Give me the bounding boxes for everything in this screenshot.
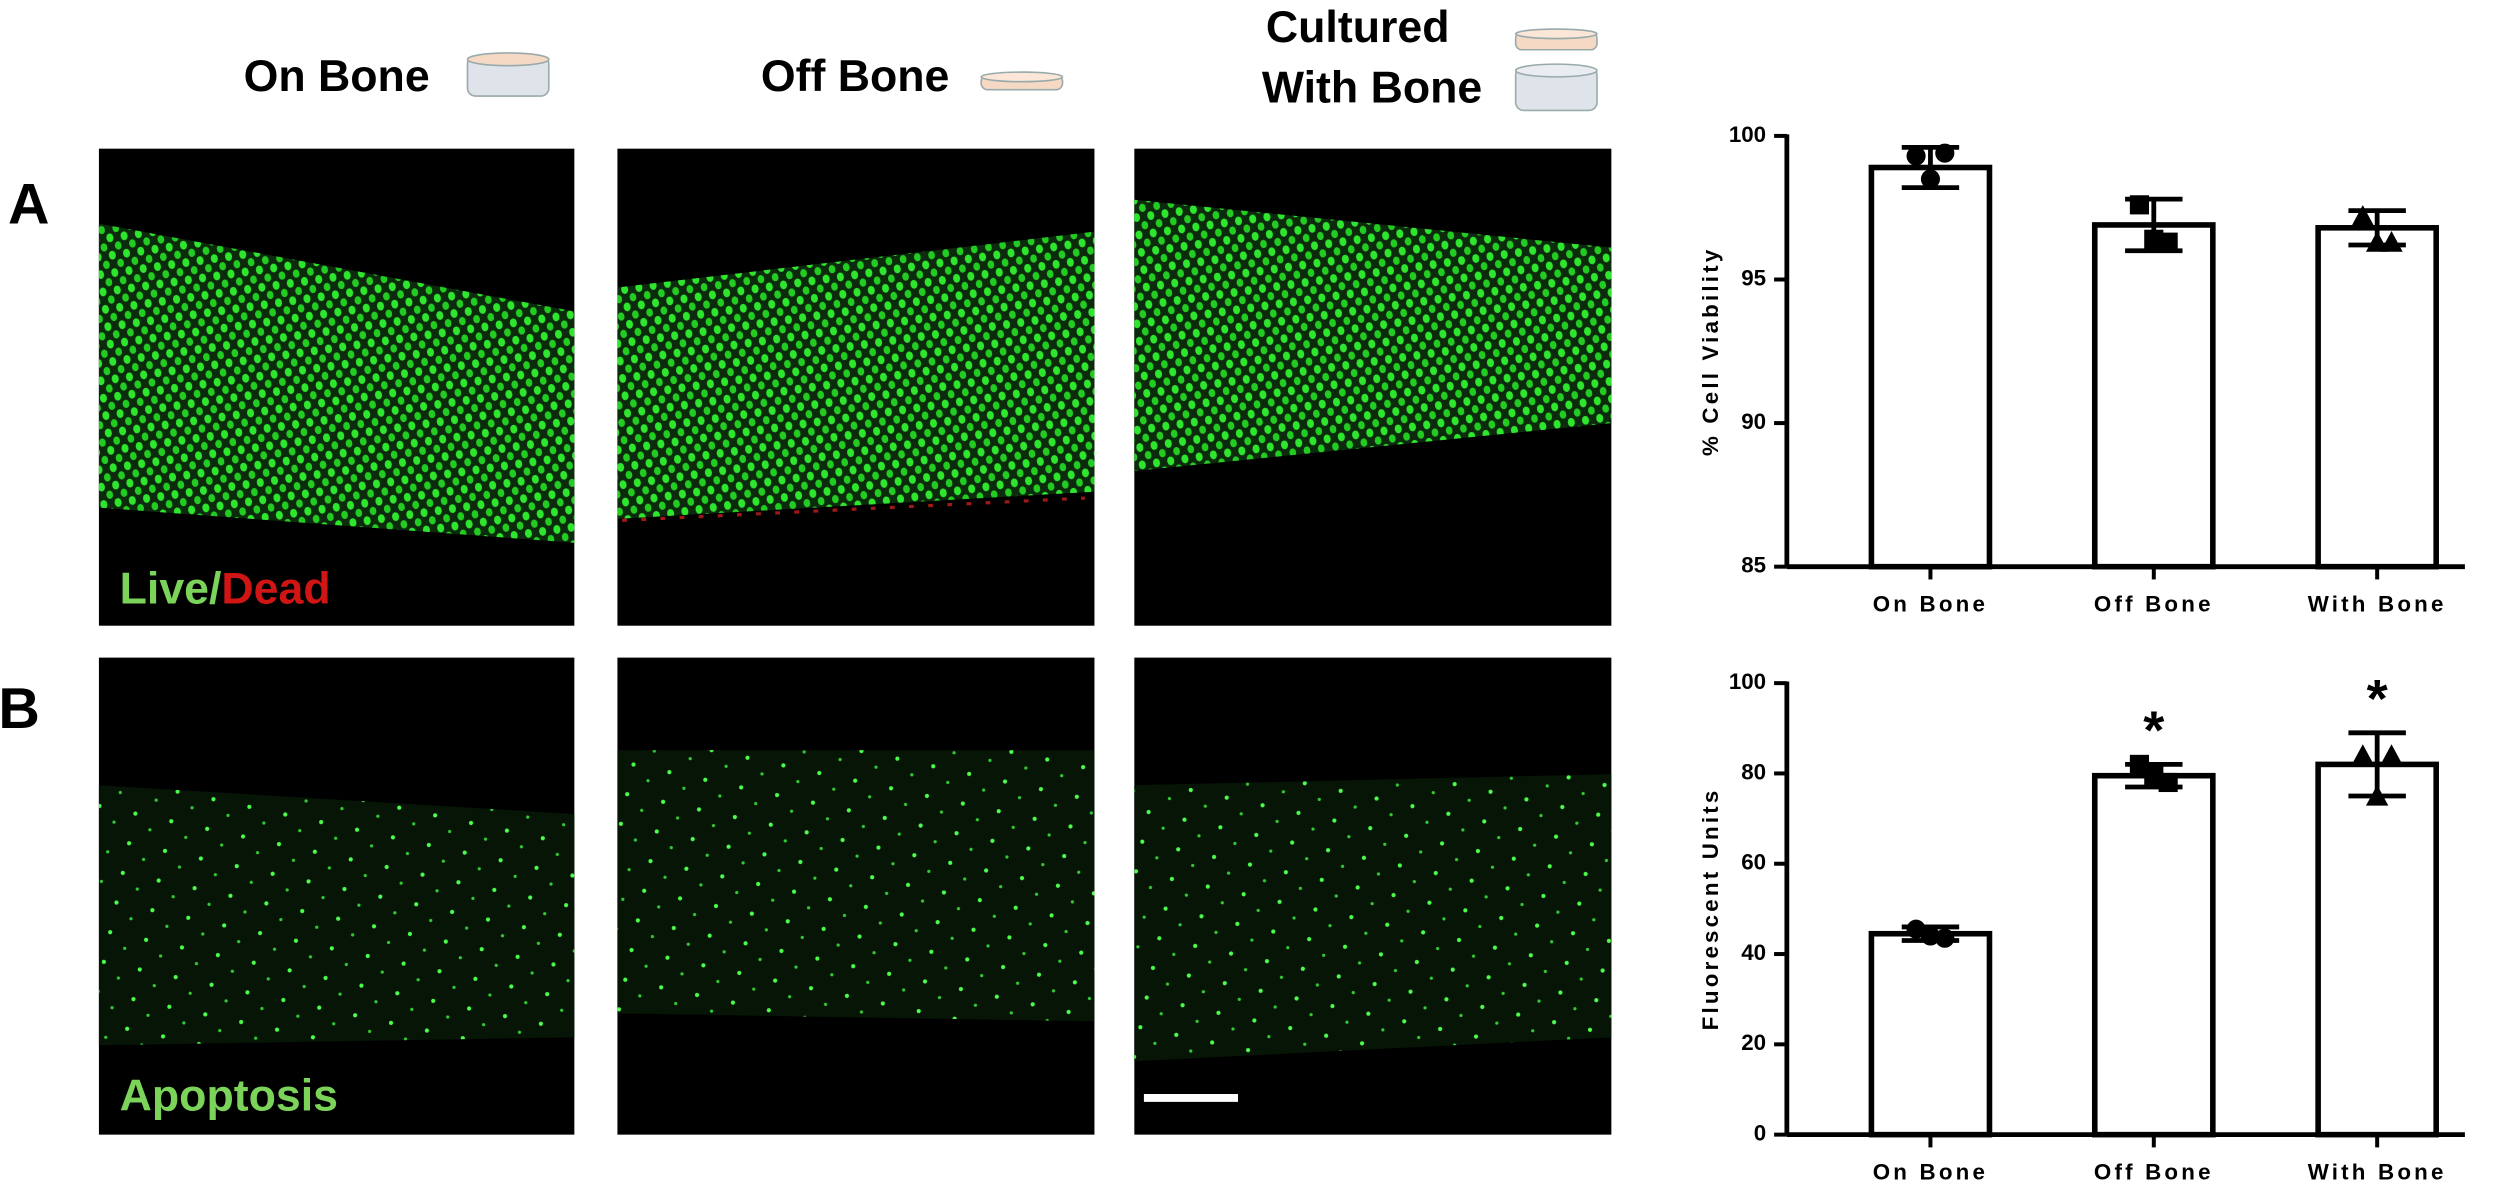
image-label: Live/Dead	[120, 564, 331, 613]
y-tick-label: 0	[1754, 1121, 1766, 1146]
data-point	[2144, 766, 2164, 786]
data-point	[1920, 169, 1941, 189]
data-point	[1906, 146, 1926, 166]
panel-label: A	[8, 173, 49, 237]
data-point	[1906, 919, 1926, 939]
bar	[2091, 772, 2216, 1138]
y-tick-label: 100	[1729, 669, 1766, 694]
bar	[2091, 222, 2216, 570]
y-tick-label: 20	[1741, 1030, 1766, 1055]
data-point	[1935, 928, 1955, 948]
data-point	[2129, 195, 2150, 215]
y-tick-label: 60	[1741, 850, 1766, 875]
bar	[1868, 164, 1993, 570]
x-tick-label: On Bone	[1873, 1159, 1988, 1184]
significance-label: *	[2143, 700, 2165, 760]
data-point	[2380, 744, 2403, 765]
y-tick-label: 85	[1741, 553, 1766, 578]
data-point	[2144, 229, 2164, 249]
header: Off Bone	[761, 52, 950, 101]
data-point	[2380, 231, 2403, 252]
data-point	[1935, 143, 1955, 163]
micrograph	[98, 148, 1612, 626]
data-point	[2351, 205, 2374, 226]
y-tick-label: 90	[1741, 409, 1766, 434]
bar	[1868, 930, 1993, 1138]
panel-label: B	[0, 677, 40, 741]
data-point	[2365, 784, 2389, 806]
header: Cultured	[1266, 3, 1450, 52]
data-point	[1920, 926, 1941, 946]
dead-label: Dead	[221, 564, 330, 613]
live-label: Live	[120, 564, 209, 613]
header: With Bone	[1262, 63, 1482, 112]
x-tick-label: Off Bone	[2094, 1159, 2214, 1184]
x-tick-label: With Bone	[2308, 1159, 2447, 1184]
y-tick-label: 80	[1741, 759, 1766, 784]
x-tick-label: On Bone	[1873, 591, 1988, 616]
y-axis-label: Fluorescent Units	[1698, 787, 1723, 1030]
x-tick-label: With Bone	[2308, 591, 2447, 616]
significance-label: *	[2367, 669, 2389, 729]
data-point	[2351, 744, 2374, 765]
micrograph	[98, 657, 1612, 1135]
y-tick-label: 100	[1729, 122, 1766, 147]
x-tick-label: Off Bone	[2094, 591, 2214, 616]
bar	[2315, 761, 2439, 1138]
slash: /	[209, 564, 221, 613]
image-label: Apoptosis	[120, 1072, 338, 1121]
y-tick-label: 95	[1741, 265, 1766, 290]
bar	[2315, 225, 2439, 570]
y-axis-label: % Cell Viability	[1698, 247, 1723, 456]
data-point	[2365, 231, 2389, 252]
dish-icon	[466, 28, 1598, 112]
header: On Bone	[244, 52, 430, 101]
y-tick-label: 40	[1741, 940, 1766, 965]
